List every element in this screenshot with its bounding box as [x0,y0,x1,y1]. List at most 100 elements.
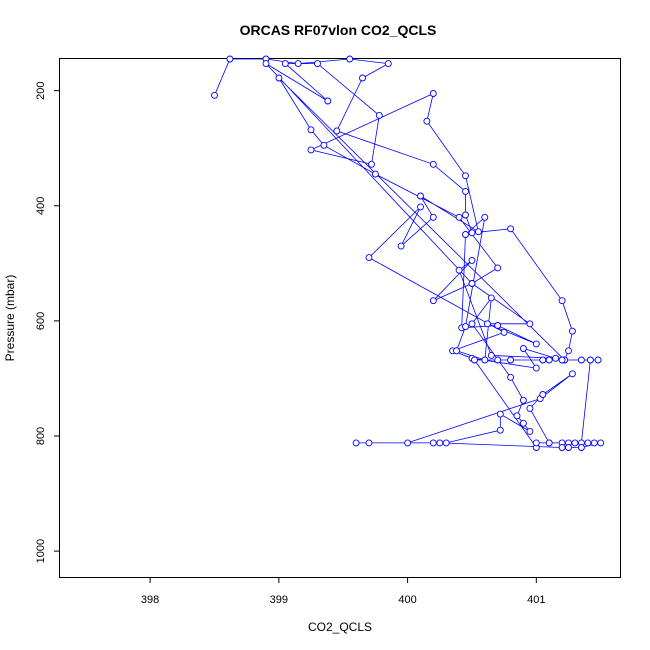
data-point [565,444,572,451]
data-point [359,74,366,82]
series-layer [211,55,605,451]
data-point [417,192,424,200]
data-point [371,170,379,178]
data-point [384,60,392,68]
data-point [471,356,478,364]
data-point [429,90,437,97]
data-point [307,146,315,154]
data-point [375,111,383,119]
data-point [494,356,502,364]
data-point [397,242,405,250]
data-point [423,117,431,125]
x-tick-label: 400 [398,594,416,606]
x-tick-label: 401 [527,594,545,606]
x-axis-label: CO2_QCLS [308,620,372,634]
y-axis-label: Pressure (mbar) [3,275,17,362]
data-point [365,439,373,447]
data-point [545,356,553,364]
data-point [307,126,315,134]
data-point [365,254,373,262]
data-point [462,211,469,219]
data-point [468,320,476,328]
y-axis: 200 400 600 800 1000 [35,81,60,563]
data-point [558,444,566,451]
data-point [568,327,576,335]
data-point [436,439,444,447]
data-point [442,439,450,447]
data-point [324,97,332,105]
data-point [281,60,289,68]
y-tick-label: 1000 [35,539,47,563]
y-tick-label: 400 [35,197,47,215]
data-point [275,74,283,82]
data-point [429,160,437,168]
data-point [468,280,476,287]
data-point [558,356,566,364]
data-point [481,356,489,364]
data-point [226,55,234,63]
data-point [571,439,579,447]
data-point [462,323,469,331]
data-point [487,294,495,302]
data-point [429,297,437,305]
data-point [487,351,495,359]
data-point [586,356,594,364]
data-point [526,427,534,435]
data-point [539,391,547,398]
data-point [507,356,515,364]
series-line [214,58,601,449]
data-point [314,60,321,68]
data-point [462,187,469,195]
data-point [352,439,360,447]
data-point [513,412,521,420]
x-tick-label: 399 [270,594,288,606]
data-point [568,370,576,378]
data-point [468,229,476,237]
data-point [417,203,424,211]
data-point [262,60,270,68]
data-point [474,228,482,236]
data-point [468,256,476,264]
data-point [462,172,469,180]
data-point [211,91,218,99]
data-point [507,225,515,233]
data-point [519,419,527,427]
data-point [333,127,341,135]
x-axis: 398 399 400 401 [141,577,546,606]
series [211,55,605,451]
data-point [577,356,585,364]
data-point [368,160,375,168]
data-point [346,55,354,63]
data-point [500,328,508,336]
data-point [584,439,592,447]
data-point [429,439,437,447]
data-point [539,356,547,364]
data-point [496,426,504,434]
plot-frame [59,58,621,578]
data-point [453,347,460,355]
y-tick-label: 800 [35,427,47,445]
data-point [594,356,602,364]
data-point [404,439,412,447]
data-point [532,364,540,372]
data-point [558,297,566,305]
data-point [455,213,463,221]
data-point [519,396,527,404]
data-point [590,439,598,447]
data-point [526,404,534,412]
data-point [577,444,585,451]
data-point [320,141,328,149]
data-point [462,231,469,238]
data-point [507,373,515,381]
data-point [597,439,605,447]
data-point [483,320,491,328]
data-point [494,264,502,272]
data-point [532,340,540,348]
y-tick-label: 600 [35,312,47,330]
data-point [532,439,540,447]
data-point [545,439,553,447]
data-point [526,320,534,328]
y-tick-label: 200 [35,81,47,99]
chart-title: ORCAS RF07vlon CO2_QCLS [240,22,437,38]
